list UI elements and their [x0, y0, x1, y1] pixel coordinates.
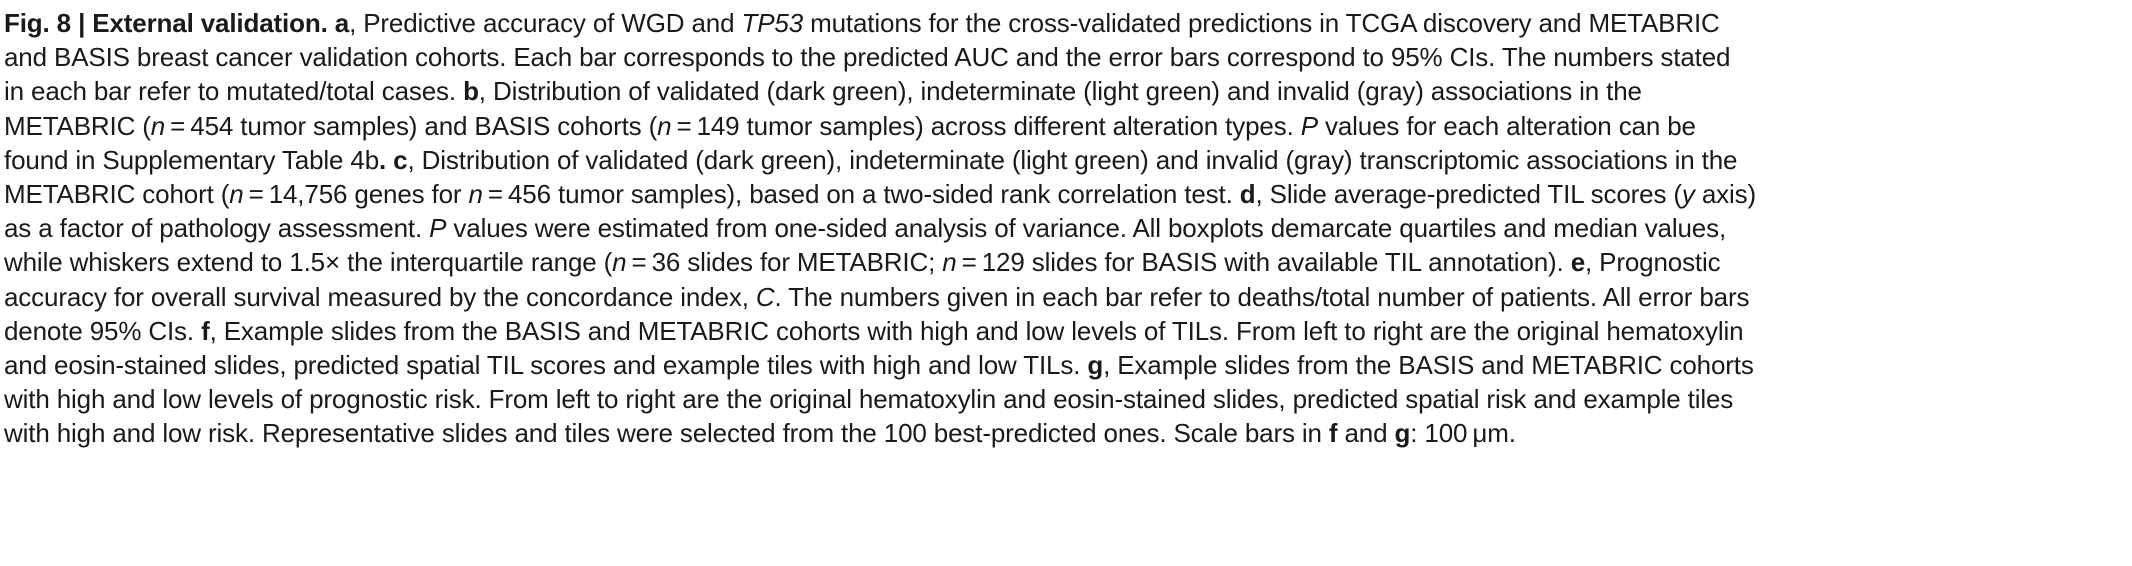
caption-line: METABRIC (n = 454 tumor samples) and BAS…: [4, 109, 2128, 143]
caption-text: while whiskers extend to 1.5× the interq…: [4, 247, 613, 278]
caption-text: values were estimated from one-sided ana…: [446, 213, 1727, 244]
caption-text: = 14,756 genes for: [243, 179, 469, 210]
caption-text: METABRIC (: [4, 110, 151, 141]
caption-italic-text: n: [468, 179, 483, 210]
caption-text: = 454 tumor samples) and BASIS cohorts (: [165, 110, 658, 141]
caption-bold-text: Fig. 8 | External validation.: [4, 8, 335, 38]
caption-bold-text: f: [201, 315, 210, 346]
caption-text: , Predictive accuracy of WGD and: [349, 8, 742, 38]
caption-italic-text: n: [229, 179, 244, 210]
caption-line: and BASIS breast cancer validation cohor…: [4, 40, 2128, 74]
caption-text: denote 95% CIs.: [4, 315, 202, 346]
caption-text: , Example slides from the BASIS and META…: [209, 315, 1744, 346]
caption-line: in each bar refer to mutated/total cases…: [4, 74, 2128, 108]
caption-text: found in Supplementary Table 4b: [4, 144, 380, 175]
caption-text: values for each alteration can be: [1317, 110, 1696, 141]
caption-italic-text: TP53: [741, 8, 804, 38]
caption-text: = 456 tumor samples), based on a two-sid…: [482, 179, 1240, 210]
caption-text: with high and low risk. Representative s…: [4, 418, 1329, 449]
caption-line: with high and low risk. Representative s…: [4, 416, 2128, 450]
caption-text: , Distribution of validated (dark green)…: [478, 76, 1642, 107]
caption-text: and eosin-stained slides, predicted spat…: [4, 350, 1088, 381]
caption-italic-text: P: [1300, 110, 1318, 141]
caption-bold-text: f: [1328, 418, 1338, 449]
caption-text: and BASIS breast cancer validation cohor…: [4, 42, 1731, 73]
caption-text: mutations for the cross-validated predic…: [803, 8, 1720, 38]
caption-text: as a factor of pathology assessment.: [4, 213, 430, 244]
caption-line: denote 95% CIs. f, Example slides from t…: [4, 314, 2128, 348]
caption-line: found in Supplementary Table 4b. c, Dist…: [4, 143, 2128, 177]
caption-line: METABRIC cohort (n = 14,756 genes for n …: [4, 177, 2128, 211]
caption-line: with high and low levels of prognostic r…: [4, 382, 2128, 416]
caption-line: as a factor of pathology assessment. P v…: [4, 211, 2128, 245]
caption-line: while whiskers extend to 1.5× the interq…: [4, 245, 2128, 279]
caption-text: = 129 slides for BASIS with available TI…: [956, 247, 1571, 278]
caption-bold-text: a: [334, 8, 350, 38]
caption-bold-text: d: [1239, 179, 1256, 210]
caption-text: with high and low levels of prognostic r…: [4, 384, 1734, 415]
caption-italic-text: P: [429, 213, 447, 244]
caption-bold-text: e: [1570, 247, 1585, 278]
caption-bold-text: b: [463, 76, 479, 107]
caption-text: and: [1337, 418, 1395, 449]
caption-line: and eosin-stained slides, predicted spat…: [4, 348, 2128, 382]
caption-text: accuracy for overall survival measured b…: [4, 281, 756, 312]
caption-text: . The numbers given in each bar refer to…: [774, 281, 1750, 312]
caption-italic-text: C: [755, 281, 775, 312]
caption-text: , Example slides from the BASIS and META…: [1103, 350, 1754, 381]
caption-text: , Distribution of validated (dark green)…: [407, 144, 1738, 175]
caption-bold-text: g: [1394, 418, 1411, 449]
caption-text: = 36 slides for METABRIC;: [626, 247, 943, 278]
caption-text: , Prognostic: [1585, 247, 1721, 278]
caption-text: axis): [1694, 179, 1756, 210]
caption-text: METABRIC cohort (: [4, 179, 230, 210]
caption-italic-text: y: [1681, 179, 1695, 210]
caption-bold-text: g: [1087, 350, 1104, 381]
caption-line: accuracy for overall survival measured b…: [4, 280, 2128, 314]
caption-text: : 100 μm.: [1410, 418, 1516, 449]
caption-line: Fig. 8 | External validation. a, Predict…: [4, 6, 2128, 40]
caption-bold-text: . c: [379, 144, 408, 175]
caption-text: in each bar refer to mutated/total cases…: [4, 76, 464, 107]
caption-italic-text: n: [612, 247, 627, 278]
caption-italic-text: n: [150, 110, 166, 141]
caption-italic-text: n: [657, 110, 672, 141]
caption-text: , Slide average-predicted TIL scores (: [1255, 179, 1683, 210]
caption-italic-text: n: [942, 247, 957, 278]
caption-text: = 149 tumor samples) across different al…: [671, 110, 1301, 141]
